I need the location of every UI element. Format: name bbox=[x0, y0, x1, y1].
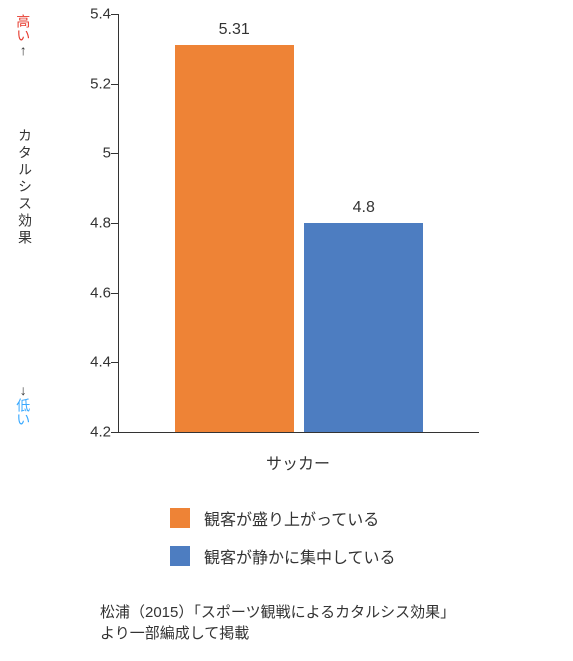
citation-line-2: より一部編成して掲載 bbox=[100, 623, 520, 644]
y-low-arrow: ↓ bbox=[15, 382, 31, 398]
y-tick bbox=[111, 153, 119, 154]
x-category-label: サッカー bbox=[118, 450, 478, 474]
legend-swatch-icon bbox=[170, 508, 190, 528]
legend-item: 観客が静かに集中している bbox=[170, 544, 396, 568]
plot: 4.24.44.64.855.25.45.314.8 bbox=[118, 14, 479, 433]
bar-value-label: 5.31 bbox=[175, 21, 294, 39]
y-tick bbox=[111, 223, 119, 224]
citation-line-1: 松浦（2015）「スポーツ観戦によるカタルシス効果」 bbox=[100, 602, 520, 623]
y-tick-label: 5.2 bbox=[73, 75, 111, 92]
y-tick bbox=[111, 14, 119, 15]
legend: 観客が盛り上がっている 観客が静かに集中している bbox=[170, 506, 396, 582]
y-tick-label: 4.8 bbox=[73, 215, 111, 232]
y-tick bbox=[111, 362, 119, 363]
y-low-label: 低い bbox=[15, 398, 31, 426]
bar: 4.8 bbox=[304, 223, 423, 432]
page: 高い↑ カタルシス効果 ↓低い 4.24.44.64.855.25.45.314… bbox=[0, 0, 573, 661]
citation: 松浦（2015）「スポーツ観戦によるカタルシス効果」 より一部編成して掲載 bbox=[100, 602, 520, 644]
y-tick-label: 4.2 bbox=[73, 424, 111, 441]
y-tick-label: 4.6 bbox=[73, 284, 111, 301]
y-tick bbox=[111, 432, 119, 433]
y-high-annotation: 高い↑ bbox=[14, 14, 32, 58]
y-high-label: 高い bbox=[15, 14, 31, 42]
bar: 5.31 bbox=[175, 45, 294, 432]
legend-label: 観客が盛り上がっている bbox=[204, 506, 379, 530]
y-tick bbox=[111, 293, 119, 294]
y-high-arrow: ↑ bbox=[15, 42, 31, 58]
y-axis-label: カタルシス効果 bbox=[14, 128, 35, 247]
chart-area: 4.24.44.64.855.25.45.314.8 サッカー bbox=[118, 14, 478, 432]
y-low-annotation: ↓低い bbox=[14, 382, 32, 426]
legend-swatch-icon bbox=[170, 546, 190, 566]
y-tick-label: 5.4 bbox=[73, 6, 111, 23]
y-tick-label: 5 bbox=[73, 145, 111, 162]
legend-label: 観客が静かに集中している bbox=[204, 544, 396, 568]
y-tick-label: 4.4 bbox=[73, 354, 111, 371]
bar-value-label: 4.8 bbox=[304, 199, 423, 217]
y-tick bbox=[111, 84, 119, 85]
legend-item: 観客が盛り上がっている bbox=[170, 506, 396, 530]
